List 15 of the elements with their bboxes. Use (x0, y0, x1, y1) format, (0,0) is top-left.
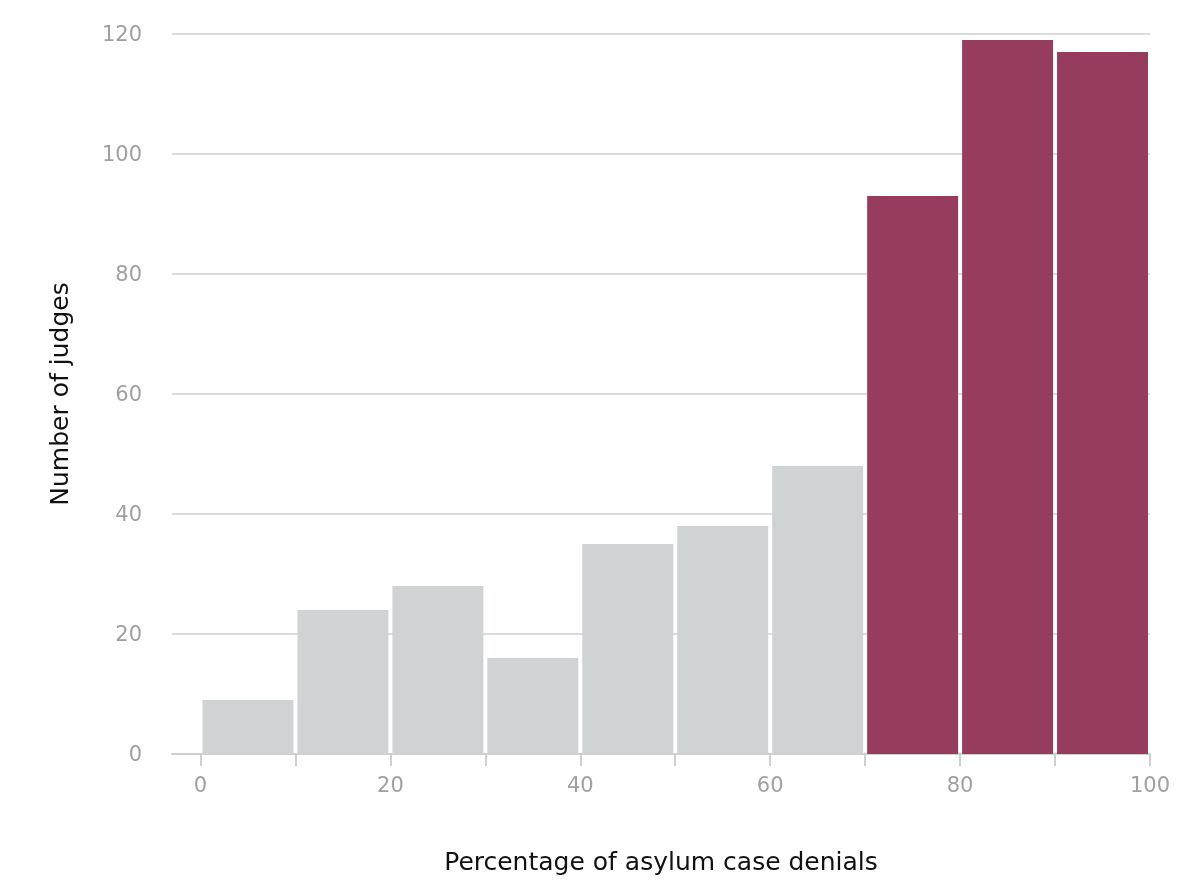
x-tick-label: 80 (946, 772, 974, 797)
y-tick-label: 80 (115, 262, 142, 286)
y-tick-label: 120 (101, 22, 142, 46)
y-tick-label: 40 (115, 502, 142, 526)
x-tick-label: 0 (193, 772, 208, 797)
y-tick-label: 0 (128, 742, 142, 766)
x-tick-label: 20 (377, 772, 404, 797)
y-tick-label: 60 (115, 382, 142, 406)
x-tick-label: 40 (566, 772, 594, 797)
y-axis-title: Number of judges (45, 282, 74, 506)
y-tick-label: 20 (115, 622, 142, 646)
x-axis-title: Percentage of asylum case denials (444, 847, 878, 876)
y-tick-label: 100 (101, 142, 142, 166)
x-tick-label: 60 (756, 772, 784, 797)
x-tick-label: 100 (1129, 772, 1171, 797)
